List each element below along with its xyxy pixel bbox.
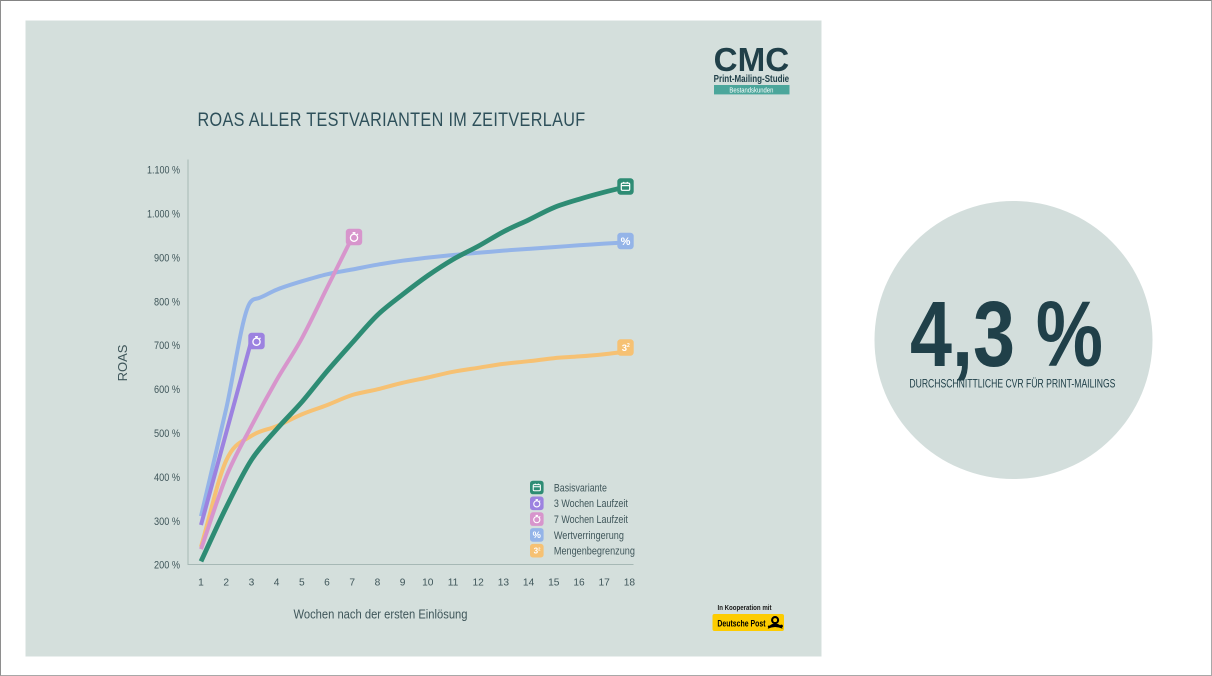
svg-text:600 %: 600 % <box>154 384 180 396</box>
svg-text:12: 12 <box>473 578 485 589</box>
svg-text:11: 11 <box>448 578 459 589</box>
svg-text:%: % <box>621 236 631 248</box>
svg-text:3 Wochen Laufzeit: 3 Wochen Laufzeit <box>554 498 628 510</box>
svg-text:400 %: 400 % <box>154 472 180 484</box>
svg-text:800 %: 800 % <box>154 296 180 308</box>
svg-text:3: 3 <box>534 547 539 556</box>
svg-text:2: 2 <box>627 343 630 349</box>
svg-text:7: 7 <box>349 578 355 589</box>
svg-text:Bestandskunden: Bestandskunden <box>729 85 773 94</box>
svg-text:%: % <box>533 530 542 540</box>
svg-text:7 Wochen Laufzeit: 7 Wochen Laufzeit <box>554 514 628 526</box>
svg-text:200 %: 200 % <box>154 560 180 572</box>
svg-text:1.000 %: 1.000 % <box>147 209 180 221</box>
svg-text:500 %: 500 % <box>154 428 180 440</box>
svg-text:4,3 %: 4,3 % <box>910 282 1103 386</box>
svg-text:CMC: CMC <box>714 41 790 78</box>
svg-text:4: 4 <box>274 578 280 589</box>
svg-text:10: 10 <box>422 578 434 589</box>
svg-text:900 %: 900 % <box>154 252 180 264</box>
svg-text:700 %: 700 % <box>154 340 180 352</box>
svg-text:16: 16 <box>573 578 585 589</box>
svg-text:1.100 %: 1.100 % <box>147 165 180 177</box>
svg-text:14: 14 <box>523 578 535 589</box>
svg-text:2: 2 <box>223 578 229 589</box>
svg-text:Print-Mailing-Studie: Print-Mailing-Studie <box>714 74 790 85</box>
svg-text:17: 17 <box>599 578 611 589</box>
svg-text:Mengenbegrenzung: Mengenbegrenzung <box>554 546 635 558</box>
svg-text:18: 18 <box>624 578 636 589</box>
svg-text:8: 8 <box>375 578 381 589</box>
svg-text:5: 5 <box>299 578 305 589</box>
svg-text:300 %: 300 % <box>154 516 180 528</box>
svg-text:Deutsche Post: Deutsche Post <box>717 619 765 629</box>
svg-text:13: 13 <box>498 578 510 589</box>
svg-text:3: 3 <box>249 578 255 589</box>
svg-text:In Kooperation mit: In Kooperation mit <box>718 603 773 612</box>
svg-text:2: 2 <box>538 546 541 551</box>
svg-text:ROAS: ROAS <box>115 344 130 381</box>
svg-text:9: 9 <box>400 578 406 589</box>
svg-text:Wertverringerung: Wertverringerung <box>554 530 624 542</box>
svg-text:Basisvariante: Basisvariante <box>554 482 607 494</box>
svg-text:15: 15 <box>548 578 560 589</box>
svg-text:DURCHSCHNITTLICHE CVR FÜR PRIN: DURCHSCHNITTLICHE CVR FÜR PRINT-MAILINGS <box>909 377 1115 391</box>
svg-text:1: 1 <box>198 578 204 589</box>
svg-text:6: 6 <box>324 578 330 589</box>
svg-text:Wochen nach der ersten Einlösu: Wochen nach der ersten Einlösung <box>294 608 468 622</box>
svg-text:3: 3 <box>622 343 627 354</box>
svg-text:ROAS ALLER TESTVARIANTEN IM ZE: ROAS ALLER TESTVARIANTEN IM ZEITVERLAUF <box>198 109 586 131</box>
